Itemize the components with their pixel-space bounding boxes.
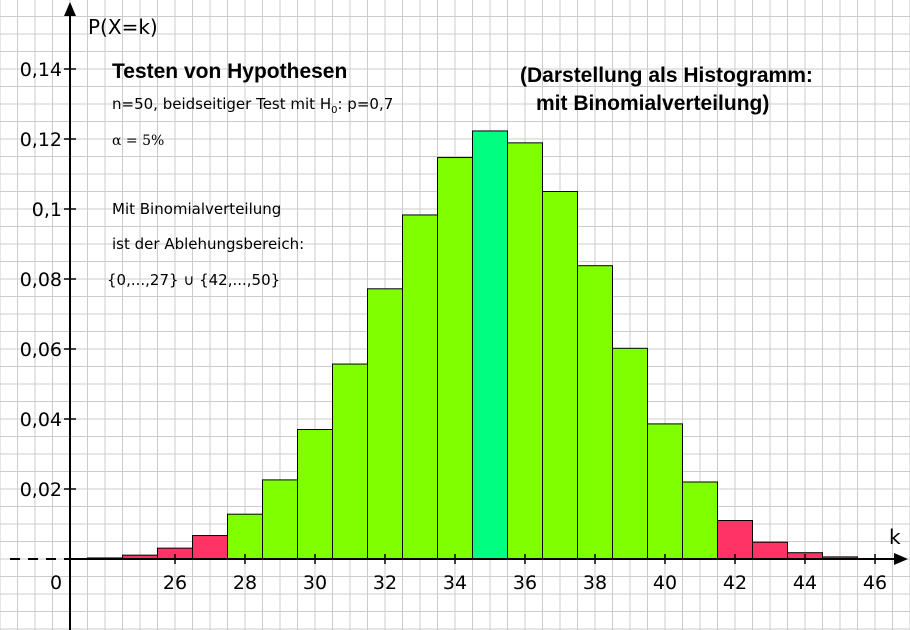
axes xyxy=(10,2,908,630)
origin-label: 0 xyxy=(50,572,62,594)
test-subscript: 0 xyxy=(331,105,338,116)
subtitle-line-1: (Darstellung als Histogramm: xyxy=(520,64,813,87)
x-tick-label: 38 xyxy=(583,572,607,594)
bar-k-31 xyxy=(332,363,368,560)
bar-k-40 xyxy=(647,423,683,560)
x-tick-label: 26 xyxy=(163,572,187,594)
x-tick-label: 36 xyxy=(513,572,537,594)
method-line-2: ist der Ablehungsbereich: xyxy=(112,235,305,253)
alpha-label: α = 5% xyxy=(112,133,165,149)
bar-k-35 xyxy=(472,130,508,560)
chart-title: Testen von Hypothesen xyxy=(112,60,348,83)
rejection-region-label: {0,...,27} ∪ {42,...,50} xyxy=(107,271,281,289)
bar-k-38 xyxy=(577,265,613,560)
x-axis-arrow xyxy=(894,553,908,565)
bar-k-33 xyxy=(402,214,438,560)
test-prefix: n=50, beidseitiger Test mit H xyxy=(112,95,332,113)
tick-labels: 26 28 30 32 34 36 38 40 42 44 46 0,02 0,04 0,06 0,08 0,… xyxy=(20,59,887,594)
y-tick-label: 0,12 xyxy=(20,129,62,151)
y-tick-label: 0,1 xyxy=(32,199,62,221)
bar-k-29 xyxy=(262,479,298,560)
bar-k-32 xyxy=(367,288,403,560)
x-tick-label: 34 xyxy=(443,572,467,594)
bar-k-43 xyxy=(752,541,788,560)
bar-k-36 xyxy=(507,142,543,560)
y-tick-label: 0,06 xyxy=(20,339,62,361)
bar-group xyxy=(87,130,893,560)
bar-k-39 xyxy=(612,347,648,560)
bar-k-41 xyxy=(682,481,718,560)
method-line-1: Mit Binomialverteilung xyxy=(112,200,282,218)
test-description: n=50, beidseitiger Test mit H0: p=0,7 xyxy=(112,95,393,116)
x-tick-label: 30 xyxy=(303,572,327,594)
y-axis-arrow xyxy=(64,2,76,16)
bar-k-28 xyxy=(227,513,263,560)
subtitle-line-2: mit Binomialverteilung) xyxy=(536,92,770,115)
test-suffix: : p=0,7 xyxy=(337,95,394,113)
x-tick-label: 32 xyxy=(373,572,397,594)
x-tick-label: 42 xyxy=(723,572,747,594)
y-axis-label: P(X=k) xyxy=(88,15,158,39)
x-tick-label: 28 xyxy=(233,572,257,594)
bar-k-42 xyxy=(717,520,753,560)
x-axis-label: k xyxy=(889,525,901,549)
bar-k-34 xyxy=(437,157,473,560)
bar-k-30 xyxy=(297,429,333,560)
x-tick-label: 40 xyxy=(653,572,677,594)
y-tick-label: 0,04 xyxy=(20,409,62,431)
bar-k-37 xyxy=(542,191,578,560)
x-tick-label: 44 xyxy=(793,572,817,594)
y-tick-label: 0,14 xyxy=(20,59,62,81)
y-tick-label: 0,08 xyxy=(20,269,62,291)
y-tick-label: 0,02 xyxy=(20,479,62,501)
bar-k-27 xyxy=(192,535,228,560)
x-tick-label: 46 xyxy=(863,572,887,594)
